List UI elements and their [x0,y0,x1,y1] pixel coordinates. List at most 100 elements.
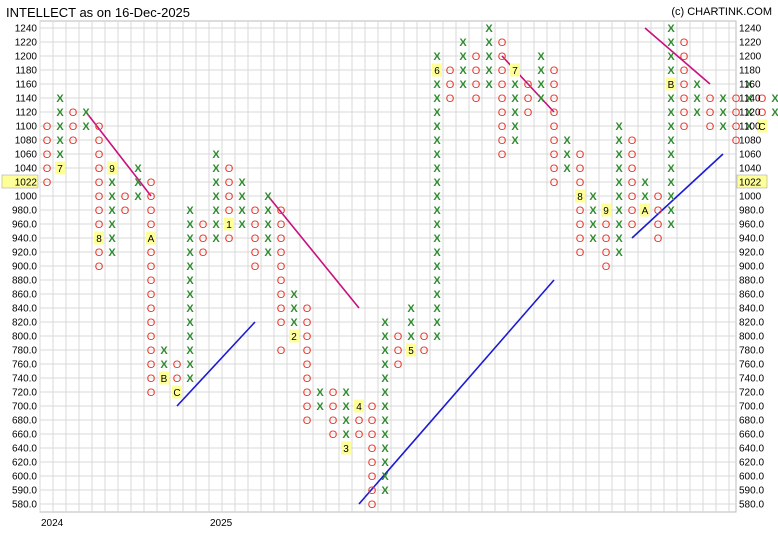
x-mark: X [433,303,441,315]
x-mark: X [186,373,194,385]
o-mark: O [498,107,507,119]
o-mark: O [758,107,767,119]
x-mark: X [433,177,441,189]
x-mark: X [667,51,675,63]
x-mark: X [433,247,441,259]
y-tick-label-right: 880.0 [739,276,764,287]
y-tick-label-right: 1140 [739,94,761,105]
o-mark: O [303,401,312,413]
y-tick-label-right: 920.0 [739,248,764,259]
x-mark: X [615,121,623,133]
x-mark: X [186,331,194,343]
y-tick-label-left: 1000 [15,192,38,203]
y-tick-label-left: 780.0 [12,346,37,357]
o-mark: O [251,205,260,217]
o-mark: O [277,247,286,259]
x-mark: X [342,429,350,441]
y-tick-label-left: 660.0 [12,430,37,441]
y-tick-label-left: 1140 [15,94,37,105]
o-mark: O [550,93,559,105]
y-tick-label-left: 1080 [15,136,38,147]
o-mark: O [654,219,663,231]
o-mark: O [524,79,533,91]
x-mark: X [108,191,116,203]
month-marker-bg [432,63,442,77]
y-axis-left: 1240 1220 1200 1180 1160 1140 1120 1100 1080 1060… [1,24,39,511]
trendline-support-3 [631,153,724,239]
y-tick-label-left: 680.0 [12,416,37,427]
month-marker: 8 [96,234,102,245]
x-mark: X [433,121,441,133]
x-mark: X [667,23,675,35]
x-mark: X [537,51,545,63]
chart-credit: (c) CHARTINK.COM [671,6,772,18]
o-mark: O [329,429,338,441]
o-mark: O [394,345,403,357]
o-mark: O [628,149,637,161]
y-tick-label-left: 700.0 [12,402,37,413]
x-mark: X [407,317,415,329]
o-mark: O [225,233,234,245]
o-mark: O [602,261,611,273]
month-marker: C [758,122,765,133]
o-mark: O [420,331,429,343]
o-mark: O [355,429,364,441]
o-mark: O [95,205,104,217]
o-mark: O [576,233,585,245]
month-marker-bg [757,119,767,133]
o-mark: O [680,51,689,63]
y-tick-label-right: 1180 [739,66,761,77]
x-mark: X [433,93,441,105]
o-mark: O [277,289,286,301]
o-mark: O [758,93,767,105]
x-mark: X [238,177,246,189]
x-mark: X [134,163,142,175]
y-tick-label-right: 780.0 [739,346,764,357]
x-mark: X [433,191,441,203]
x-mark: X [264,233,272,245]
y-tick-label-right: 640.0 [739,444,764,455]
y-tick-label-right: 1000 [739,192,762,203]
x-mark: X [615,135,623,147]
x-mark: X [264,205,272,217]
x-mark: X [563,135,571,147]
x-mark: X [238,205,246,217]
o-mark: O [368,499,377,511]
y-tick-label-right: 580.0 [739,500,764,511]
o-mark: O [225,163,234,175]
o-mark: O [498,79,507,91]
o-mark: O [303,303,312,315]
o-mark: O [95,177,104,189]
y-tick-label-left: 600.0 [12,472,37,483]
o-mark: O [95,247,104,259]
o-mark: O [147,289,156,301]
o-mark: O [368,415,377,427]
o-mark: O [628,135,637,147]
o-mark: O [628,205,637,217]
x-mark: X [745,121,753,133]
x-mark: X [186,289,194,301]
x-mark: X [316,387,324,399]
x-mark: X [212,205,220,217]
o-mark: O [147,303,156,315]
x-mark: X [693,93,701,105]
month-marker-bg [224,217,234,231]
x-axis: 2024 2025 [41,518,233,529]
o-mark: O [69,121,78,133]
x-mark: X [511,107,519,119]
o-mark: O [550,163,559,175]
o-mark: O [121,205,130,217]
o-mark: O [277,219,286,231]
x-mark: X [615,149,623,161]
x-mark: X [511,121,519,133]
trendline-resistance-4 [644,27,711,85]
month-marker: 2 [291,332,297,343]
o-mark: O [550,121,559,133]
o-mark: O [43,177,52,189]
x-mark: X [667,205,675,217]
x-mark: X [641,177,649,189]
x-mark: X [381,443,389,455]
x-mark: X [56,149,64,161]
x-mark: X [667,65,675,77]
y-axis-right: 1240 1220 1200 1180 1160 1140 1120 1100 1080 1060… [736,24,768,511]
